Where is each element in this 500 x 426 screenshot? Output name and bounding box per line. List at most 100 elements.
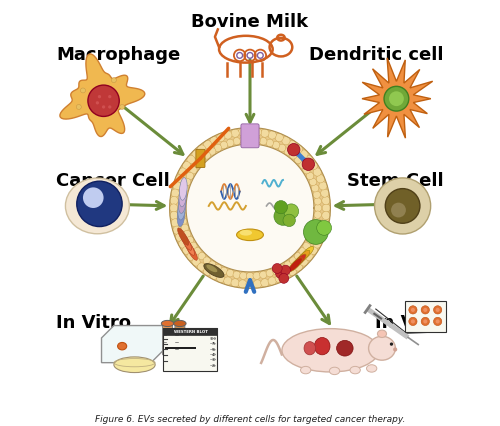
Ellipse shape [282, 329, 379, 372]
Circle shape [224, 132, 232, 140]
Text: WESTERN BLOT: WESTERN BLOT [174, 330, 208, 334]
Circle shape [194, 162, 201, 169]
Circle shape [294, 157, 302, 164]
Circle shape [96, 102, 99, 105]
Ellipse shape [330, 367, 340, 375]
Circle shape [314, 205, 322, 212]
Ellipse shape [368, 337, 396, 360]
Text: In Vivo: In Vivo [374, 314, 444, 331]
Circle shape [210, 271, 218, 280]
Circle shape [178, 198, 186, 206]
Circle shape [186, 237, 194, 244]
Circle shape [436, 308, 440, 312]
Circle shape [304, 220, 328, 245]
Text: In Vitro: In Vitro [56, 314, 131, 331]
Circle shape [80, 89, 86, 94]
Circle shape [294, 146, 302, 154]
Circle shape [274, 208, 292, 226]
Circle shape [302, 159, 314, 171]
Circle shape [176, 175, 184, 184]
Ellipse shape [178, 198, 186, 220]
Ellipse shape [179, 185, 186, 207]
Circle shape [409, 306, 417, 314]
Polygon shape [170, 128, 330, 289]
Circle shape [246, 137, 254, 144]
Ellipse shape [204, 264, 224, 278]
Ellipse shape [366, 365, 377, 372]
Ellipse shape [162, 321, 173, 327]
Text: Bovine Milk: Bovine Milk [192, 13, 308, 31]
Circle shape [268, 277, 276, 285]
Circle shape [411, 308, 415, 312]
Circle shape [423, 308, 428, 312]
Circle shape [112, 78, 116, 83]
FancyBboxPatch shape [241, 124, 259, 148]
Ellipse shape [184, 238, 194, 256]
Circle shape [240, 272, 247, 280]
Text: Cancer Cell: Cancer Cell [56, 172, 170, 190]
Circle shape [203, 257, 210, 265]
Circle shape [76, 105, 82, 110]
Ellipse shape [304, 342, 316, 355]
Circle shape [240, 137, 247, 145]
Circle shape [436, 320, 440, 324]
Circle shape [300, 258, 308, 266]
Circle shape [216, 134, 225, 142]
Circle shape [313, 169, 322, 177]
Text: 55: 55 [212, 347, 216, 351]
Text: Macrophage: Macrophage [56, 46, 180, 64]
Text: 40: 40 [212, 352, 216, 356]
Circle shape [284, 261, 292, 269]
Circle shape [254, 129, 262, 137]
Circle shape [313, 240, 322, 248]
Circle shape [214, 145, 222, 153]
Circle shape [194, 248, 201, 255]
Ellipse shape [336, 341, 353, 356]
Circle shape [322, 212, 330, 220]
Ellipse shape [66, 178, 130, 234]
Ellipse shape [314, 338, 330, 355]
Circle shape [102, 106, 105, 109]
Circle shape [260, 138, 267, 146]
Circle shape [316, 233, 324, 242]
Circle shape [314, 198, 322, 206]
Circle shape [120, 105, 124, 110]
Ellipse shape [206, 265, 218, 273]
Circle shape [268, 132, 276, 140]
Circle shape [310, 247, 318, 255]
Text: Stem Cell: Stem Cell [347, 172, 444, 190]
Circle shape [98, 96, 101, 99]
Circle shape [261, 130, 269, 138]
Circle shape [220, 142, 228, 150]
Circle shape [261, 279, 269, 287]
Circle shape [276, 269, 285, 279]
Polygon shape [362, 59, 432, 139]
Circle shape [173, 182, 181, 190]
Circle shape [198, 253, 205, 260]
Text: Figure 6. EVs secreted by different cells for targeted cancer therapy.: Figure 6. EVs secreted by different cell… [95, 414, 405, 423]
Circle shape [246, 128, 254, 136]
Circle shape [312, 185, 319, 193]
Circle shape [294, 263, 302, 271]
Circle shape [290, 257, 297, 265]
FancyBboxPatch shape [404, 301, 446, 332]
Circle shape [300, 150, 308, 159]
Circle shape [411, 320, 415, 324]
Circle shape [176, 233, 184, 242]
Text: 25: 25 [212, 363, 216, 367]
Circle shape [178, 205, 186, 212]
Text: 30: 30 [212, 357, 216, 362]
Circle shape [224, 277, 232, 285]
Circle shape [180, 218, 187, 225]
Circle shape [231, 130, 239, 138]
Circle shape [434, 317, 442, 326]
Circle shape [272, 264, 282, 274]
Circle shape [208, 148, 216, 156]
Circle shape [275, 275, 283, 283]
Ellipse shape [300, 247, 314, 261]
Circle shape [170, 204, 178, 213]
Circle shape [309, 231, 316, 238]
Ellipse shape [180, 178, 187, 201]
Circle shape [238, 280, 246, 288]
Circle shape [83, 188, 103, 208]
